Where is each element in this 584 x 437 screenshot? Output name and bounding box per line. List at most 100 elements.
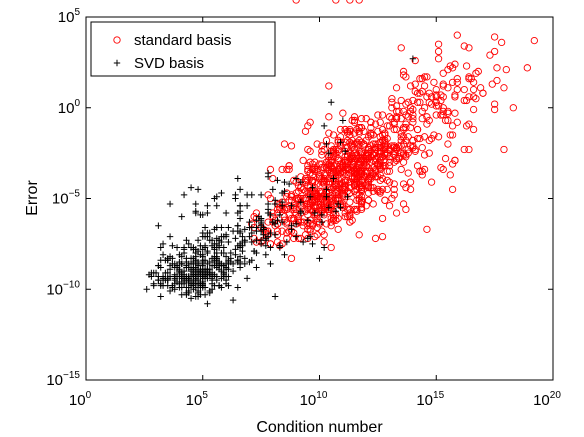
- svd-basis-point: [211, 195, 218, 202]
- standard-basis-point: [294, 218, 303, 226]
- svd-basis-point: [267, 260, 274, 268]
- standard-basis-point: [350, 167, 359, 175]
- standard-basis-point: [374, 162, 382, 170]
- standard-basis-point: [357, 151, 366, 159]
- standard-basis-point: [432, 85, 440, 94]
- standard-basis-point: [336, 169, 345, 177]
- svd-basis-point: [157, 293, 164, 300]
- standard-basis-point: [409, 111, 417, 119]
- standard-basis-point: [313, 231, 321, 239]
- standard-basis-point: [364, 196, 373, 204]
- standard-basis-point: [364, 178, 373, 186]
- svd-basis-point: [236, 253, 244, 260]
- standard-basis-point: [432, 98, 440, 106]
- svd-basis-point: [229, 260, 237, 268]
- standard-basis-point: [322, 220, 331, 228]
- svd-basis-point: [225, 224, 232, 231]
- standard-basis-point: [318, 174, 326, 183]
- svd-basis-point: [166, 266, 174, 273]
- standard-basis-point: [427, 100, 436, 108]
- standard-basis-point: [362, 158, 370, 166]
- standard-basis-point: [318, 194, 326, 203]
- svd-basis-point: [204, 202, 211, 209]
- standard-basis-point: [357, 203, 366, 212]
- svd-basis-point: [215, 260, 223, 268]
- svd-basis-point: [199, 257, 206, 264]
- svd-basis-point: [248, 191, 255, 199]
- standard-basis-point: [493, 64, 501, 72]
- standard-basis-point: [469, 93, 478, 101]
- standard-basis-point: [411, 80, 419, 88]
- standard-basis-point: [341, 212, 349, 221]
- svd-basis-point: [208, 237, 216, 244]
- standard-basis-point: [367, 147, 375, 155]
- svd-basis-point: [288, 202, 295, 209]
- standard-basis-point: [469, 78, 478, 86]
- standard-basis-point: [446, 171, 454, 179]
- standard-basis-point: [472, 95, 480, 103]
- standard-basis-point: [418, 144, 426, 152]
- svd-basis-point: [227, 249, 234, 257]
- y-tick-label: 100: [58, 98, 81, 117]
- standard-basis-point: [364, 154, 373, 163]
- standard-basis-point: [392, 84, 401, 92]
- svd-basis-point: [236, 260, 244, 268]
- standard-basis-point: [397, 165, 405, 174]
- standard-basis-point: [399, 149, 408, 157]
- standard-basis-point: [402, 205, 410, 214]
- standard-basis-point: [367, 129, 375, 137]
- standard-basis-point: [348, 158, 356, 166]
- svd-basis-point: [204, 271, 211, 278]
- svd-basis-point: [253, 224, 260, 231]
- standard-basis-point: [374, 127, 382, 136]
- standard-basis-point: [376, 163, 384, 172]
- standard-basis-point: [353, 207, 361, 215]
- standard-basis-point: [413, 98, 422, 106]
- svd-basis-point: [320, 244, 328, 251]
- svd-basis-point: [173, 273, 181, 280]
- standard-basis-point: [336, 180, 345, 188]
- standard-basis-point: [290, 234, 298, 243]
- standard-basis-point: [411, 87, 419, 96]
- svd-basis-point: [178, 253, 185, 260]
- standard-basis-point: [299, 156, 307, 165]
- standard-basis-point: [339, 169, 347, 177]
- svd-basis-point: [318, 211, 326, 219]
- standard-basis-point: [444, 109, 452, 117]
- svd-basis-point: [192, 257, 199, 264]
- x-tick-label: 1015: [416, 390, 444, 409]
- standard-basis-point: [336, 125, 345, 134]
- standard-basis-point: [444, 116, 452, 125]
- standard-basis-point: [423, 120, 431, 128]
- standard-basis-point: [437, 111, 445, 119]
- standard-basis-point: [451, 109, 459, 117]
- standard-basis-point: [355, 136, 363, 145]
- svd-basis-point: [215, 266, 223, 273]
- standard-basis-point: [287, 214, 296, 223]
- svd-basis-point: [325, 204, 333, 211]
- standard-basis-point: [355, 163, 363, 172]
- standard-basis-point: [402, 183, 410, 192]
- standard-basis-point: [390, 158, 398, 166]
- standard-basis-point: [374, 185, 382, 194]
- standard-basis-point: [362, 114, 370, 123]
- svd-basis-point: [225, 282, 232, 289]
- standard-basis-point: [332, 145, 340, 154]
- standard-basis-point: [423, 225, 431, 234]
- standard-basis-point: [402, 73, 410, 81]
- svd-basis-point: [211, 246, 218, 253]
- standard-basis-point: [462, 62, 471, 70]
- standard-basis-point: [453, 78, 461, 86]
- svd-basis-point: [194, 186, 202, 193]
- standard-basis-point: [360, 154, 368, 163]
- standard-basis-point: [383, 142, 391, 150]
- svd-basis-point: [204, 233, 211, 240]
- svd-basis-point: [332, 208, 340, 215]
- svd-basis-point: [234, 175, 241, 182]
- standard-basis-point: [327, 169, 335, 177]
- svd-basis-point: [222, 209, 230, 217]
- standard-basis-point: [448, 78, 457, 86]
- standard-basis-point: [402, 120, 410, 128]
- standard-basis-point: [280, 140, 289, 148]
- standard-basis-point: [486, 51, 494, 59]
